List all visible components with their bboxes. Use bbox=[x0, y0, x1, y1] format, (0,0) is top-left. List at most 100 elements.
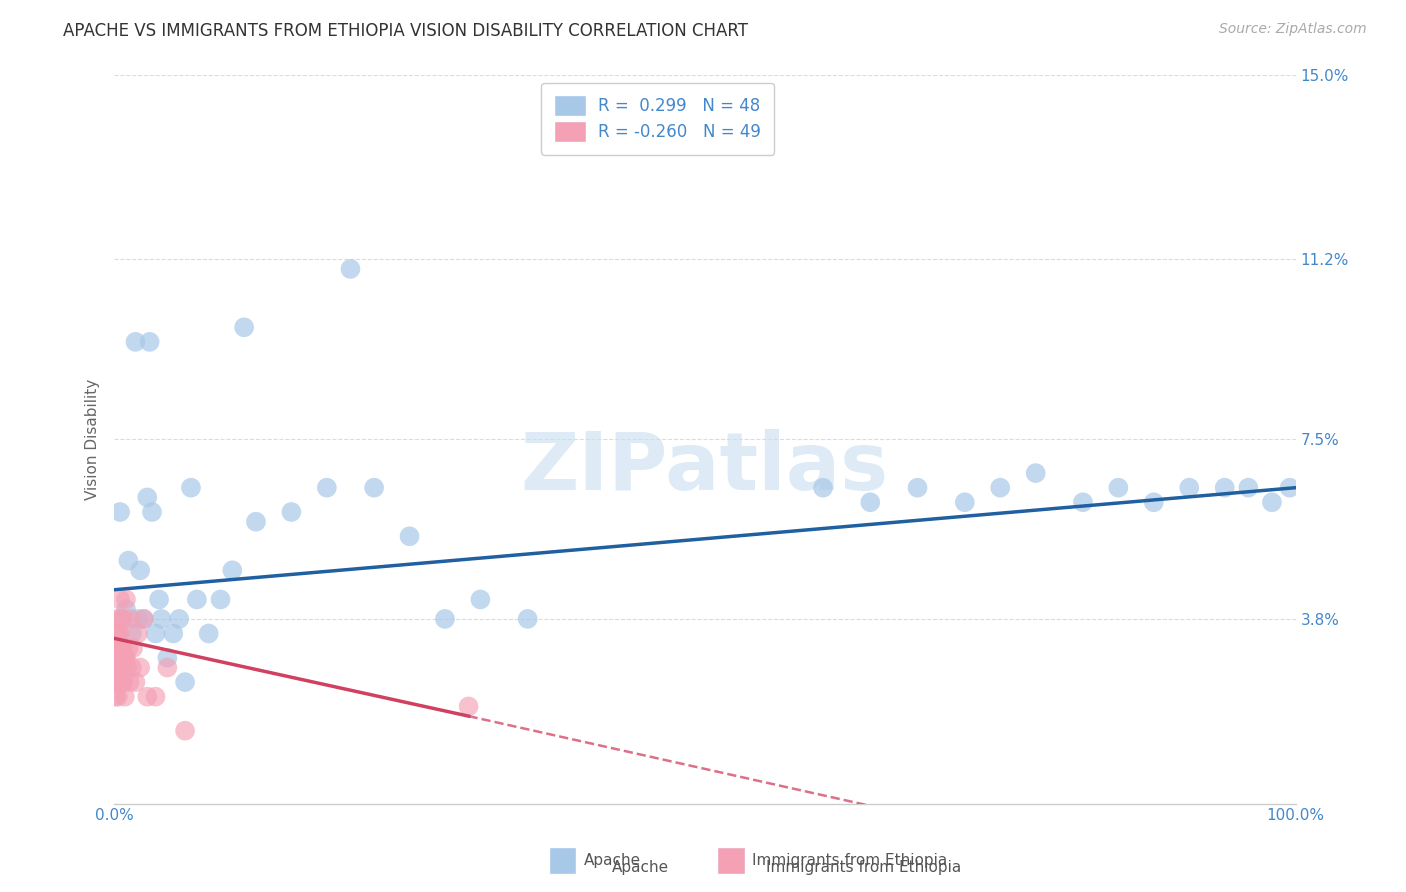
Point bbox=[145, 626, 167, 640]
Point bbox=[108, 641, 131, 656]
Point bbox=[162, 626, 184, 640]
Point bbox=[209, 592, 232, 607]
Point bbox=[811, 481, 834, 495]
Point bbox=[118, 675, 141, 690]
Point bbox=[174, 723, 197, 738]
Point bbox=[104, 660, 127, 674]
Point bbox=[105, 641, 128, 656]
Point bbox=[121, 660, 143, 674]
Point bbox=[107, 641, 129, 656]
Point bbox=[1107, 481, 1129, 495]
Point bbox=[174, 675, 197, 690]
Point bbox=[1213, 481, 1236, 495]
Point bbox=[108, 626, 131, 640]
Point bbox=[127, 612, 149, 626]
Point bbox=[280, 505, 302, 519]
Point bbox=[156, 650, 179, 665]
Point bbox=[516, 612, 538, 626]
Point bbox=[108, 505, 131, 519]
Point bbox=[141, 505, 163, 519]
Point bbox=[1261, 495, 1284, 509]
Point bbox=[186, 592, 208, 607]
Point bbox=[1071, 495, 1094, 509]
Point bbox=[114, 650, 136, 665]
Y-axis label: Vision Disability: Vision Disability bbox=[86, 378, 100, 500]
Point bbox=[115, 660, 138, 674]
Point bbox=[112, 675, 135, 690]
Point bbox=[1143, 495, 1166, 509]
Point bbox=[197, 626, 219, 640]
Point bbox=[433, 612, 456, 626]
Point bbox=[114, 690, 136, 704]
Point bbox=[953, 495, 976, 509]
Point bbox=[907, 481, 929, 495]
Point bbox=[124, 334, 146, 349]
Point bbox=[108, 626, 131, 640]
Point bbox=[105, 675, 128, 690]
Point bbox=[132, 612, 155, 626]
Point bbox=[339, 262, 361, 277]
Point bbox=[315, 481, 337, 495]
Point bbox=[120, 612, 142, 626]
Point bbox=[107, 675, 129, 690]
Point bbox=[129, 563, 152, 577]
Point bbox=[111, 660, 134, 674]
Point bbox=[104, 641, 127, 656]
Point bbox=[107, 626, 129, 640]
Bar bbox=[718, 847, 744, 872]
Point bbox=[121, 626, 143, 640]
Point bbox=[104, 650, 127, 665]
Text: Immigrants from Ethiopia: Immigrants from Ethiopia bbox=[752, 853, 948, 868]
Point bbox=[115, 602, 138, 616]
Point bbox=[107, 690, 129, 704]
Point bbox=[111, 675, 134, 690]
Point bbox=[180, 481, 202, 495]
Point bbox=[132, 612, 155, 626]
Point bbox=[1178, 481, 1201, 495]
Text: ZIPatlas: ZIPatlas bbox=[520, 429, 889, 508]
Point bbox=[129, 660, 152, 674]
Point bbox=[110, 612, 132, 626]
Point bbox=[117, 553, 139, 567]
Point bbox=[127, 626, 149, 640]
Text: Immigrants from Ethiopia: Immigrants from Ethiopia bbox=[766, 860, 962, 874]
Point bbox=[108, 592, 131, 607]
Point bbox=[1237, 481, 1260, 495]
Point bbox=[145, 690, 167, 704]
Point bbox=[245, 515, 267, 529]
Point bbox=[110, 612, 132, 626]
Point bbox=[112, 612, 135, 626]
Legend: R =  0.299   N = 48, R = -0.260   N = 49: R = 0.299 N = 48, R = -0.260 N = 49 bbox=[541, 83, 775, 154]
Point bbox=[148, 592, 170, 607]
Point bbox=[115, 650, 138, 665]
Point bbox=[115, 592, 138, 607]
Point bbox=[108, 660, 131, 674]
Point bbox=[105, 650, 128, 665]
Text: Source: ZipAtlas.com: Source: ZipAtlas.com bbox=[1219, 22, 1367, 37]
Text: Apache: Apache bbox=[583, 853, 641, 868]
Point bbox=[470, 592, 492, 607]
Point bbox=[138, 334, 160, 349]
Text: APACHE VS IMMIGRANTS FROM ETHIOPIA VISION DISABILITY CORRELATION CHART: APACHE VS IMMIGRANTS FROM ETHIOPIA VISIO… bbox=[63, 22, 748, 40]
Point bbox=[110, 650, 132, 665]
Point bbox=[108, 675, 131, 690]
Bar bbox=[550, 847, 575, 872]
Point bbox=[111, 641, 134, 656]
Point bbox=[107, 660, 129, 674]
Point bbox=[156, 660, 179, 674]
Point bbox=[108, 641, 131, 656]
Point bbox=[167, 612, 190, 626]
Point bbox=[136, 491, 159, 505]
Point bbox=[105, 612, 128, 626]
Point bbox=[105, 660, 128, 674]
Point bbox=[859, 495, 882, 509]
Point bbox=[988, 481, 1011, 495]
Point bbox=[105, 626, 128, 640]
Point bbox=[108, 660, 131, 674]
Point bbox=[1025, 466, 1047, 480]
Point bbox=[122, 641, 145, 656]
Point bbox=[150, 612, 173, 626]
Point bbox=[398, 529, 420, 543]
Point bbox=[117, 641, 139, 656]
Point bbox=[136, 690, 159, 704]
